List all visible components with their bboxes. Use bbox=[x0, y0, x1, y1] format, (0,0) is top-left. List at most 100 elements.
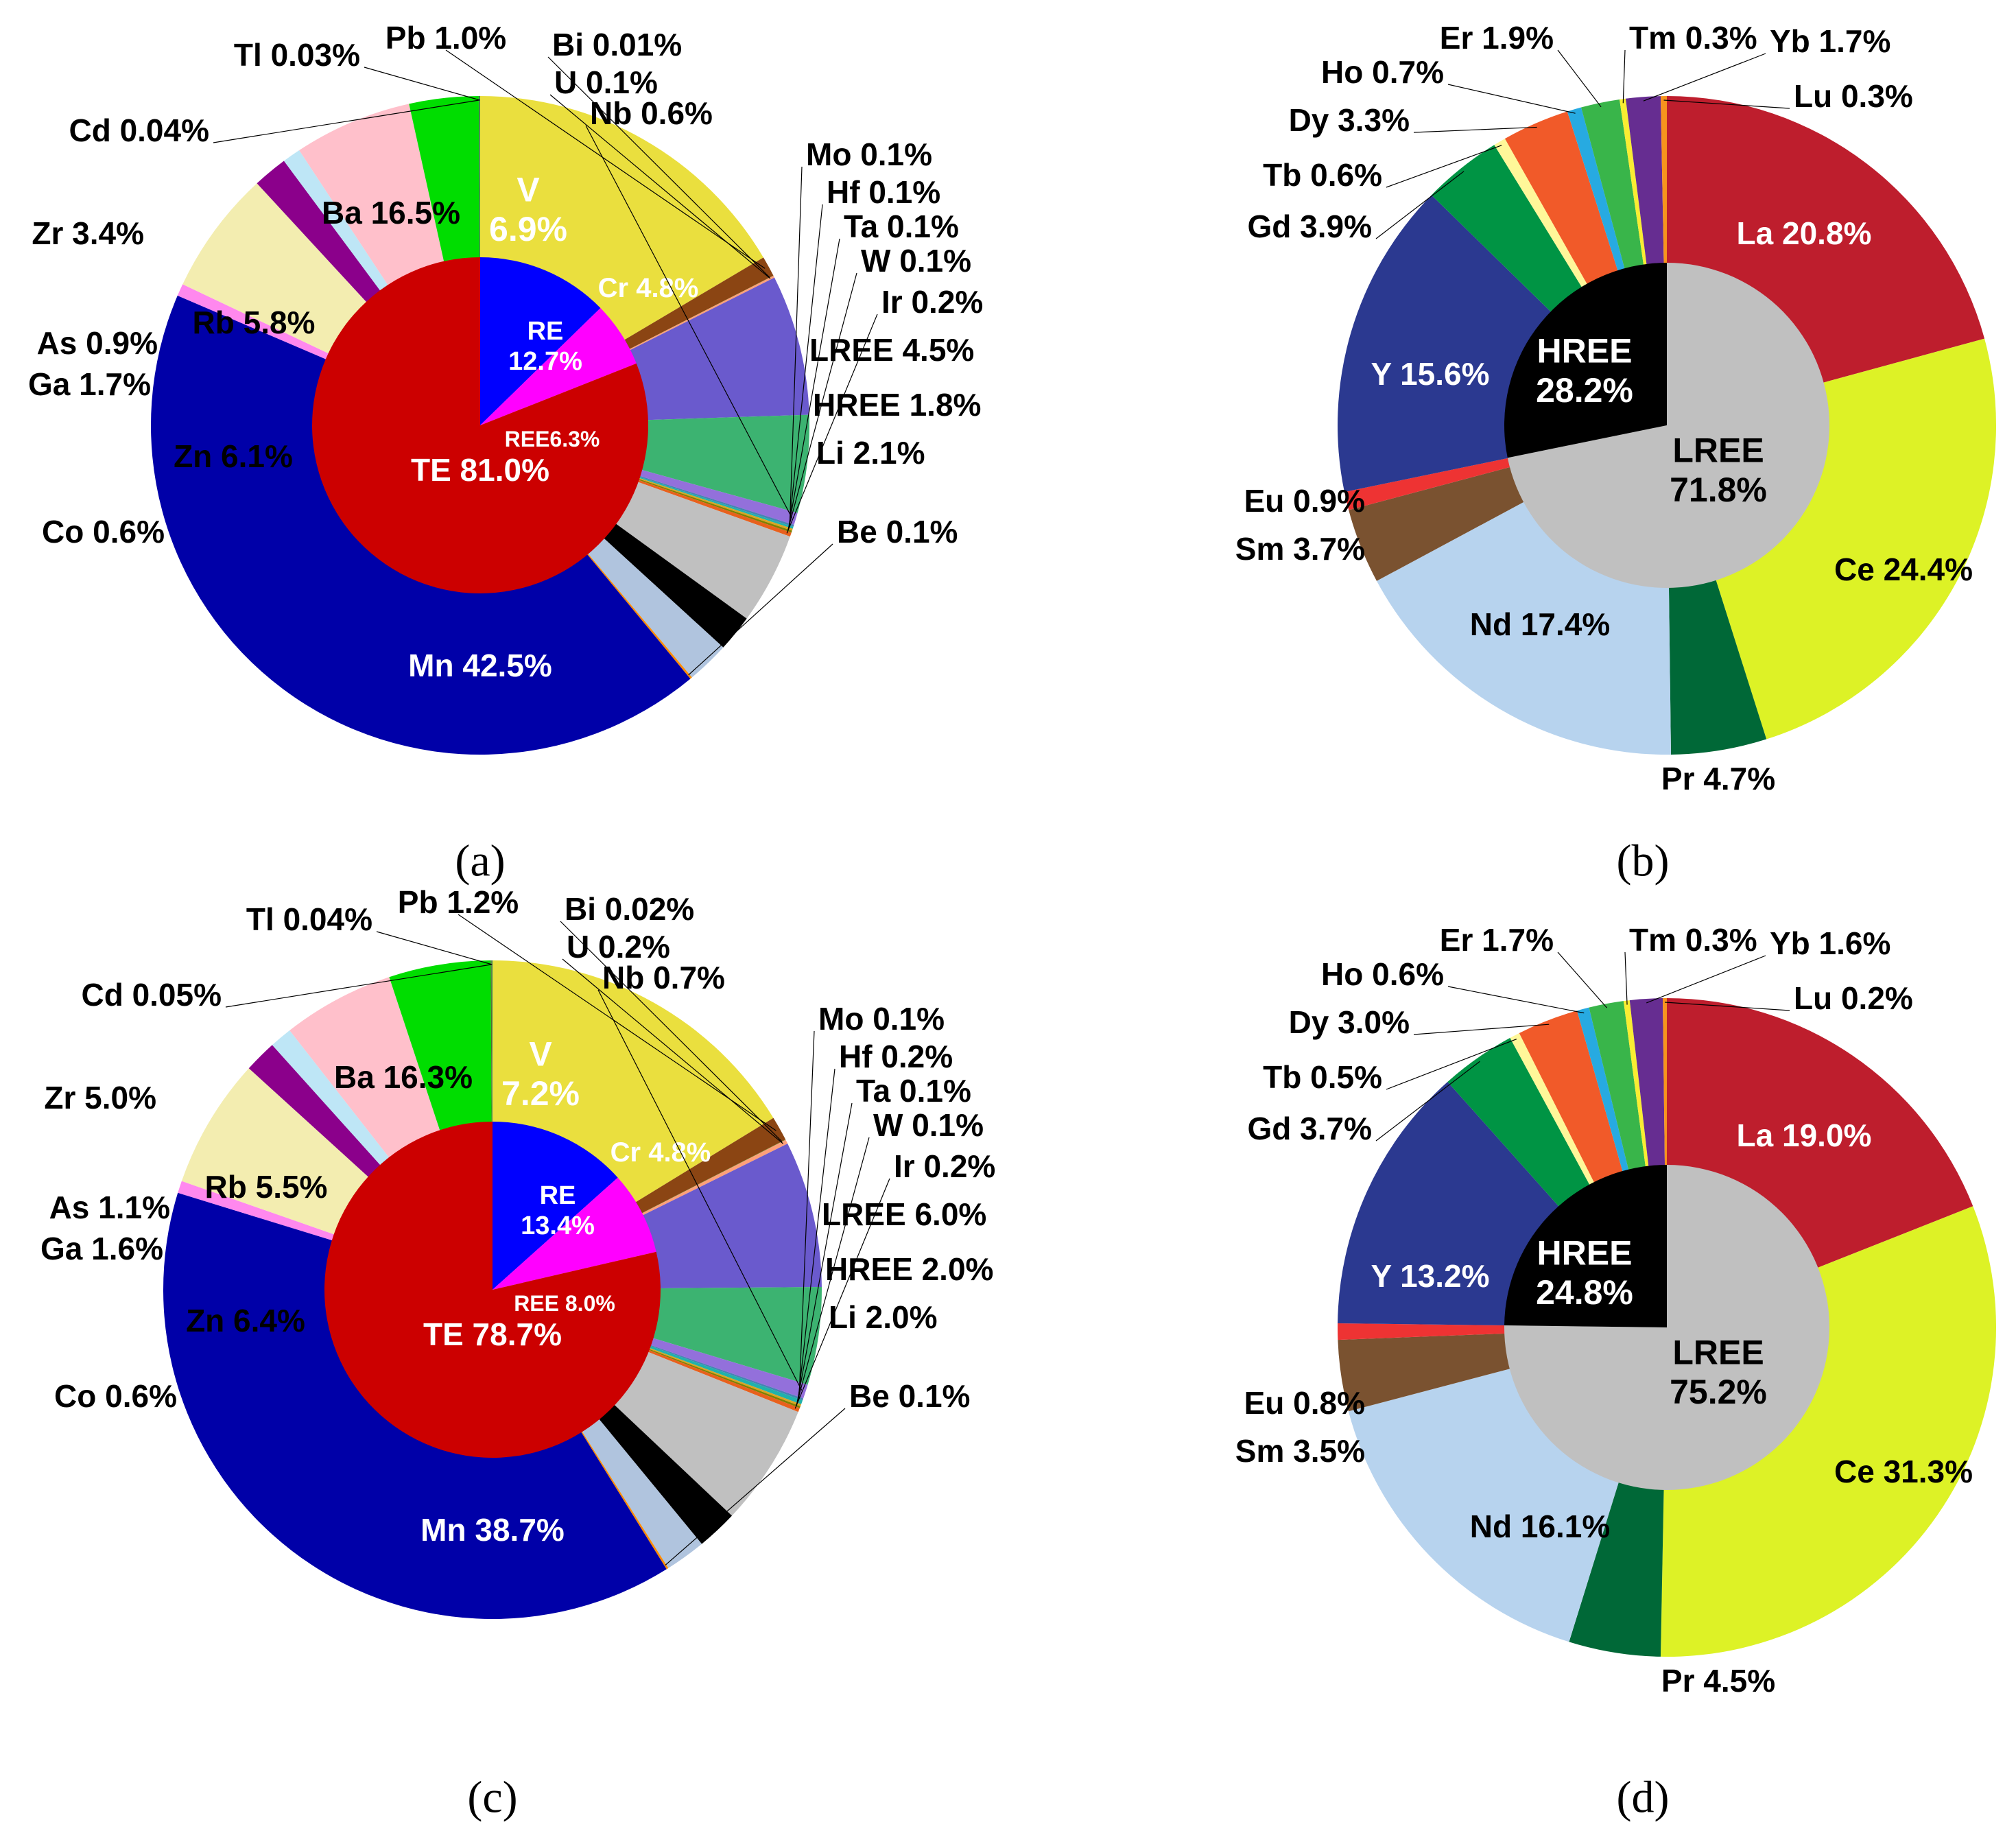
slice-dy-label: Dy 3.0% bbox=[1289, 1004, 1410, 1040]
slice-w bbox=[648, 1348, 801, 1408]
slice-cd bbox=[490, 960, 493, 1124]
leader-line-tm bbox=[1622, 49, 1626, 104]
pie-chart-b: La 20.8% Ce 24.4% Pr 4.7% Nd 17.4% Sm 3.7% Eu… bbox=[1235, 20, 1996, 886]
slice-ir bbox=[637, 480, 792, 537]
slice-nd bbox=[1376, 501, 1672, 755]
slice-hf bbox=[638, 476, 794, 529]
slice-ir-label: Ir 0.2% bbox=[881, 284, 983, 320]
slice-w-label: W 0.1% bbox=[861, 243, 971, 279]
slice-nb bbox=[650, 1338, 808, 1399]
slice-cr-label: Cr 4.8% bbox=[598, 273, 699, 303]
inner-slice-te bbox=[311, 257, 648, 594]
slice-as bbox=[272, 1030, 390, 1166]
slice-lu bbox=[1662, 998, 1667, 1167]
slice-cr bbox=[652, 1287, 822, 1385]
slice-er bbox=[1581, 99, 1644, 270]
slice-rb bbox=[299, 104, 444, 287]
leader-line-u bbox=[549, 94, 771, 279]
slice-bi bbox=[628, 275, 774, 350]
slice-cr bbox=[641, 414, 810, 513]
slice-mo-label: Mo 0.1% bbox=[818, 1001, 945, 1037]
slice-li-label: Li 2.0% bbox=[829, 1299, 938, 1335]
slice-dy bbox=[1504, 111, 1618, 285]
slice-la bbox=[1667, 998, 1973, 1268]
slice-mo bbox=[649, 1345, 804, 1401]
slice-pb-label: Pb 1.0% bbox=[386, 20, 506, 56]
slice-tl-label: Tl 0.04% bbox=[246, 901, 372, 937]
pie-chart-d: La 19.0% Ce 31.3% Pr 4.5% Nd 16.1% Sm 3.5% Eu… bbox=[1235, 922, 1997, 1823]
slice-gd bbox=[1431, 145, 1582, 313]
leader-line-er bbox=[1557, 951, 1608, 1008]
slice-co-label: Co 0.6% bbox=[54, 1378, 177, 1414]
slice-ba bbox=[480, 96, 763, 341]
leader-line-bi bbox=[547, 56, 770, 279]
slice-ho bbox=[1567, 107, 1625, 272]
leader-line-w bbox=[796, 1137, 870, 1406]
slice-nb bbox=[639, 469, 798, 525]
slice-cd-label: Cd 0.05% bbox=[81, 977, 222, 1013]
slice-ce bbox=[1716, 338, 1996, 740]
slice-y bbox=[1338, 1081, 1560, 1326]
slice-ga-label: Ga 1.6% bbox=[40, 1231, 163, 1266]
slice-sm-label: Sm 3.5% bbox=[1235, 1433, 1365, 1469]
leader-line-u bbox=[562, 958, 783, 1144]
leader-line-ho bbox=[1447, 84, 1576, 114]
slice-dy bbox=[1519, 1010, 1623, 1183]
leader-line-ho bbox=[1447, 986, 1585, 1014]
slice-as-label: As 1.1% bbox=[49, 1190, 170, 1225]
slice-la bbox=[1667, 96, 1985, 383]
slice-tm bbox=[1623, 1000, 1649, 1168]
slice-cr-label: Cr 4.8% bbox=[610, 1137, 711, 1168]
slice-li bbox=[587, 537, 724, 678]
leader-line-ta bbox=[787, 238, 840, 529]
slice-zn-label: Zn 6.1% bbox=[174, 438, 293, 474]
leader-line-ir bbox=[786, 314, 878, 534]
slice-lree-label: LREE 4.5% bbox=[809, 332, 974, 368]
slice-sm bbox=[1349, 466, 1525, 581]
slice-ta bbox=[638, 477, 793, 531]
leader-line-cd bbox=[213, 99, 479, 143]
inner-slice-ree-label: REE6.3% bbox=[505, 427, 600, 451]
slice-li-label: Li 2.1% bbox=[816, 435, 925, 471]
leader-line-be bbox=[665, 1408, 846, 1565]
slice-rb bbox=[289, 977, 440, 1159]
slice-co-label: Co 0.6% bbox=[42, 514, 165, 549]
leader-line-bi bbox=[560, 921, 783, 1142]
slice-zn-label: Zn 6.4% bbox=[186, 1303, 305, 1338]
slice-mo-label: Mo 0.1% bbox=[806, 137, 932, 172]
slice-v-label: V 6.9% bbox=[489, 170, 567, 248]
slice-hree bbox=[598, 1404, 733, 1544]
slice-ta-label: Ta 0.1% bbox=[856, 1073, 971, 1109]
slice-mn bbox=[163, 1192, 667, 1619]
inner-slice-re bbox=[493, 1122, 618, 1290]
slice-ho-label: Ho 0.6% bbox=[1321, 956, 1444, 992]
leader-line-be bbox=[688, 543, 833, 676]
slice-as bbox=[283, 150, 389, 292]
slice-yb-label: Yb 1.7% bbox=[1770, 23, 1890, 59]
leader-line-pb bbox=[458, 914, 776, 1131]
slice-zn bbox=[182, 183, 368, 354]
inner-slice-re-label: RE 13.4% bbox=[521, 1181, 595, 1240]
slice-yb bbox=[1629, 998, 1665, 1168]
slice-er-label: Er 1.9% bbox=[1440, 20, 1554, 56]
slice-rb-label: Rb 5.8% bbox=[193, 305, 316, 340]
slice-tm-label: Tm 0.3% bbox=[1629, 922, 1757, 958]
slice-eu-label: Eu 0.8% bbox=[1244, 1385, 1365, 1421]
inner-slice-re bbox=[480, 257, 601, 425]
slice-eu bbox=[1344, 458, 1511, 510]
slice-mn bbox=[151, 295, 691, 755]
slice-zr-label: Zr 5.0% bbox=[44, 1080, 156, 1115]
slice-u bbox=[641, 1139, 788, 1216]
slice-ga-label: Ga 1.7% bbox=[28, 366, 151, 402]
panel-caption-a: (a) bbox=[455, 836, 505, 886]
slice-zn bbox=[181, 1068, 370, 1235]
inner-slice-hree bbox=[1504, 1165, 1667, 1327]
leader-line-mo bbox=[789, 166, 803, 525]
slice-pr-label: Pr 4.5% bbox=[1661, 1663, 1775, 1699]
inner-slice-hree-label: HREE 24.8% bbox=[1536, 1233, 1633, 1312]
panel-caption-b: (b) bbox=[1617, 836, 1670, 886]
leader-line-dy bbox=[1413, 126, 1537, 133]
slice-la-label: La 20.8% bbox=[1737, 215, 1872, 251]
slice-tl bbox=[479, 96, 480, 259]
